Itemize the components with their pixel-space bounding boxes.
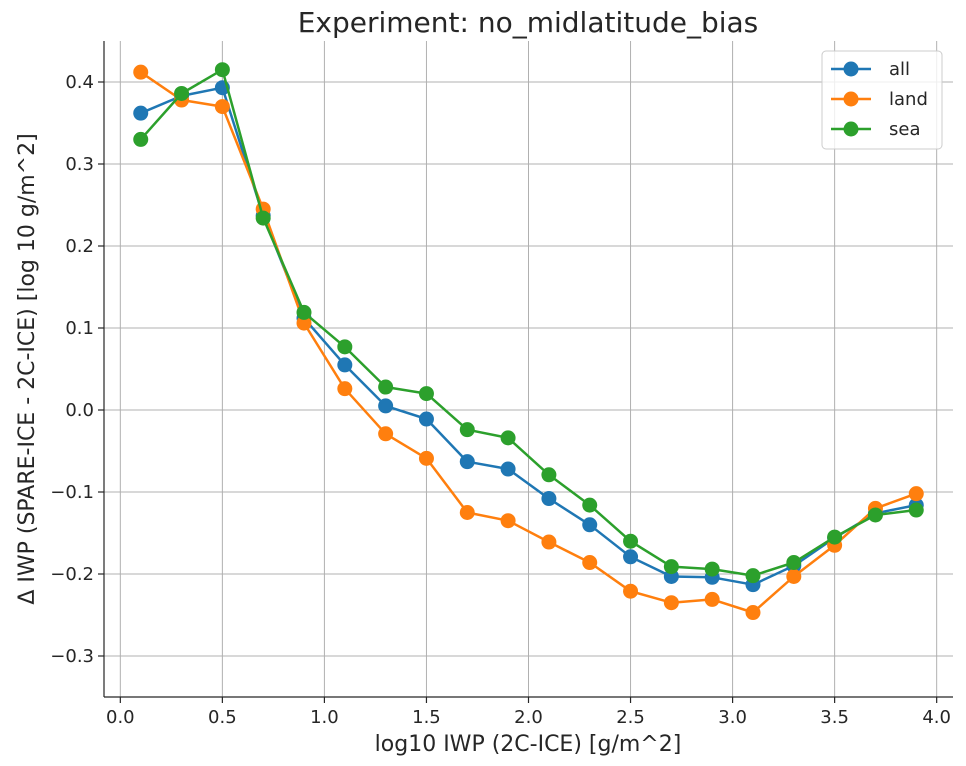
- data-point-all: [133, 105, 149, 121]
- data-point-land: [378, 426, 394, 442]
- x-tick-label: 0.0: [106, 707, 135, 728]
- legend-marker-land: [843, 91, 859, 107]
- data-point-sea: [541, 467, 557, 483]
- data-point-sea: [623, 533, 639, 549]
- legend-marker-sea: [843, 121, 859, 137]
- data-point-all: [378, 398, 394, 414]
- y-tick-label: 0.4: [65, 72, 94, 93]
- x-tick-label: 3.0: [718, 707, 747, 728]
- data-point-land: [459, 505, 475, 520]
- legend-label-sea: sea: [889, 119, 920, 140]
- legend-entry-all: all: [831, 59, 910, 80]
- data-point-sea: [459, 422, 475, 438]
- data-point-sea: [133, 131, 149, 147]
- series-sea: [133, 62, 924, 584]
- data-point-sea: [582, 497, 598, 513]
- data-point-all: [541, 491, 557, 507]
- y-tick-label: 0.0: [65, 400, 94, 421]
- data-point-land: [786, 568, 802, 584]
- x-tick-label: 3.5: [820, 707, 849, 728]
- data-point-sea: [908, 502, 924, 518]
- data-point-land: [541, 534, 557, 550]
- data-point-land: [500, 513, 516, 529]
- data-point-sea: [214, 62, 230, 78]
- data-point-sea: [827, 529, 843, 545]
- data-point-sea: [418, 386, 434, 402]
- data-point-sea: [500, 430, 516, 446]
- data-point-all: [459, 454, 475, 470]
- data-point-sea: [745, 568, 761, 584]
- legend-label-land: land: [889, 89, 928, 110]
- series-line-land: [139, 71, 917, 614]
- data-point-sea: [786, 555, 802, 571]
- x-axis-label: log10 IWP (2C-ICE) [g/m^2]: [375, 732, 682, 757]
- x-axis-ticks: 0.0 0.5 1.0 1.5 2.0 2.5 3.0 3.5 4.0: [106, 697, 951, 728]
- legend-marker-all: [843, 61, 859, 77]
- data-point-sea: [663, 559, 679, 575]
- data-point-all: [623, 549, 639, 565]
- legend-label-all: all: [889, 59, 910, 80]
- x-tick-label: 2.5: [616, 707, 645, 728]
- x-tick-label: 1.5: [412, 707, 441, 728]
- data-point-land: [133, 64, 149, 80]
- data-point-all: [500, 461, 516, 477]
- data-point-land: [704, 591, 720, 607]
- data-point-sea: [378, 379, 394, 395]
- data-point-all: [418, 411, 434, 427]
- data-point-sea: [174, 85, 190, 101]
- series-lines: [133, 62, 924, 621]
- y-tick-label: −0.3: [50, 646, 94, 667]
- data-point-all: [337, 357, 353, 373]
- y-axis-label: Δ IWP (SPARE-ICE - 2C-ICE) [log 10 g/m^2…: [15, 133, 40, 604]
- y-tick-label: 0.1: [65, 318, 94, 339]
- data-point-all: [582, 517, 598, 533]
- data-point-sea: [704, 561, 720, 577]
- data-point-land: [745, 605, 761, 621]
- data-point-land: [337, 381, 353, 397]
- x-tick-label: 1.0: [310, 707, 339, 728]
- data-point-land: [214, 99, 230, 115]
- data-point-sea: [255, 210, 271, 226]
- data-point-land: [663, 595, 679, 611]
- y-axis-ticks: −0.3 −0.2 −0.1 0.0 0.1 0.2 0.3 0.4: [50, 72, 104, 667]
- y-tick-label: −0.1: [50, 482, 94, 503]
- data-point-sea: [337, 339, 353, 355]
- data-point-land: [418, 450, 434, 466]
- data-point-land: [908, 486, 924, 502]
- grid-lines: [104, 41, 953, 697]
- data-point-land: [582, 555, 598, 571]
- data-point-sea: [296, 304, 312, 320]
- data-point-land: [623, 583, 639, 599]
- y-tick-label: 0.3: [65, 154, 94, 175]
- data-point-land: [296, 315, 312, 331]
- x-tick-label: 4.0: [922, 707, 951, 728]
- x-tick-label: 0.5: [208, 707, 237, 728]
- chart-title: Experiment: no_midlatitude_bias: [298, 6, 759, 39]
- y-tick-label: −0.2: [50, 564, 94, 585]
- x-tick-label: 2.0: [514, 707, 543, 728]
- data-point-sea: [867, 507, 883, 523]
- legend-entry-land: land: [831, 89, 928, 110]
- legend: all land sea: [821, 50, 943, 150]
- y-tick-label: 0.2: [65, 236, 94, 257]
- legend-entry-sea: sea: [831, 119, 920, 140]
